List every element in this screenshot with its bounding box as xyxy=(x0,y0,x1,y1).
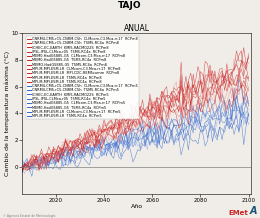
Text: TAJO: TAJO xyxy=(118,1,142,10)
Text: © Agencia Estatal de Meteorología: © Agencia Estatal de Meteorología xyxy=(3,214,55,218)
Legend: CNRM4-CM5-rC5-CNRM-C5h  CLMcom-C3.Mca-rr.17  RCPm8, CNRM4-CM5-rC5-CNRM-C5h  T5M5: CNRM4-CM5-rC5-CNRM-C5h CLMcom-C3.Mca-rr.… xyxy=(26,36,139,119)
Text: A: A xyxy=(250,206,257,216)
Title: ANUAL: ANUAL xyxy=(124,24,150,33)
Text: EMet: EMet xyxy=(229,210,248,216)
Y-axis label: Cambio de la temperatura máxima (°C): Cambio de la temperatura máxima (°C) xyxy=(4,51,10,176)
X-axis label: Año: Año xyxy=(131,204,143,209)
